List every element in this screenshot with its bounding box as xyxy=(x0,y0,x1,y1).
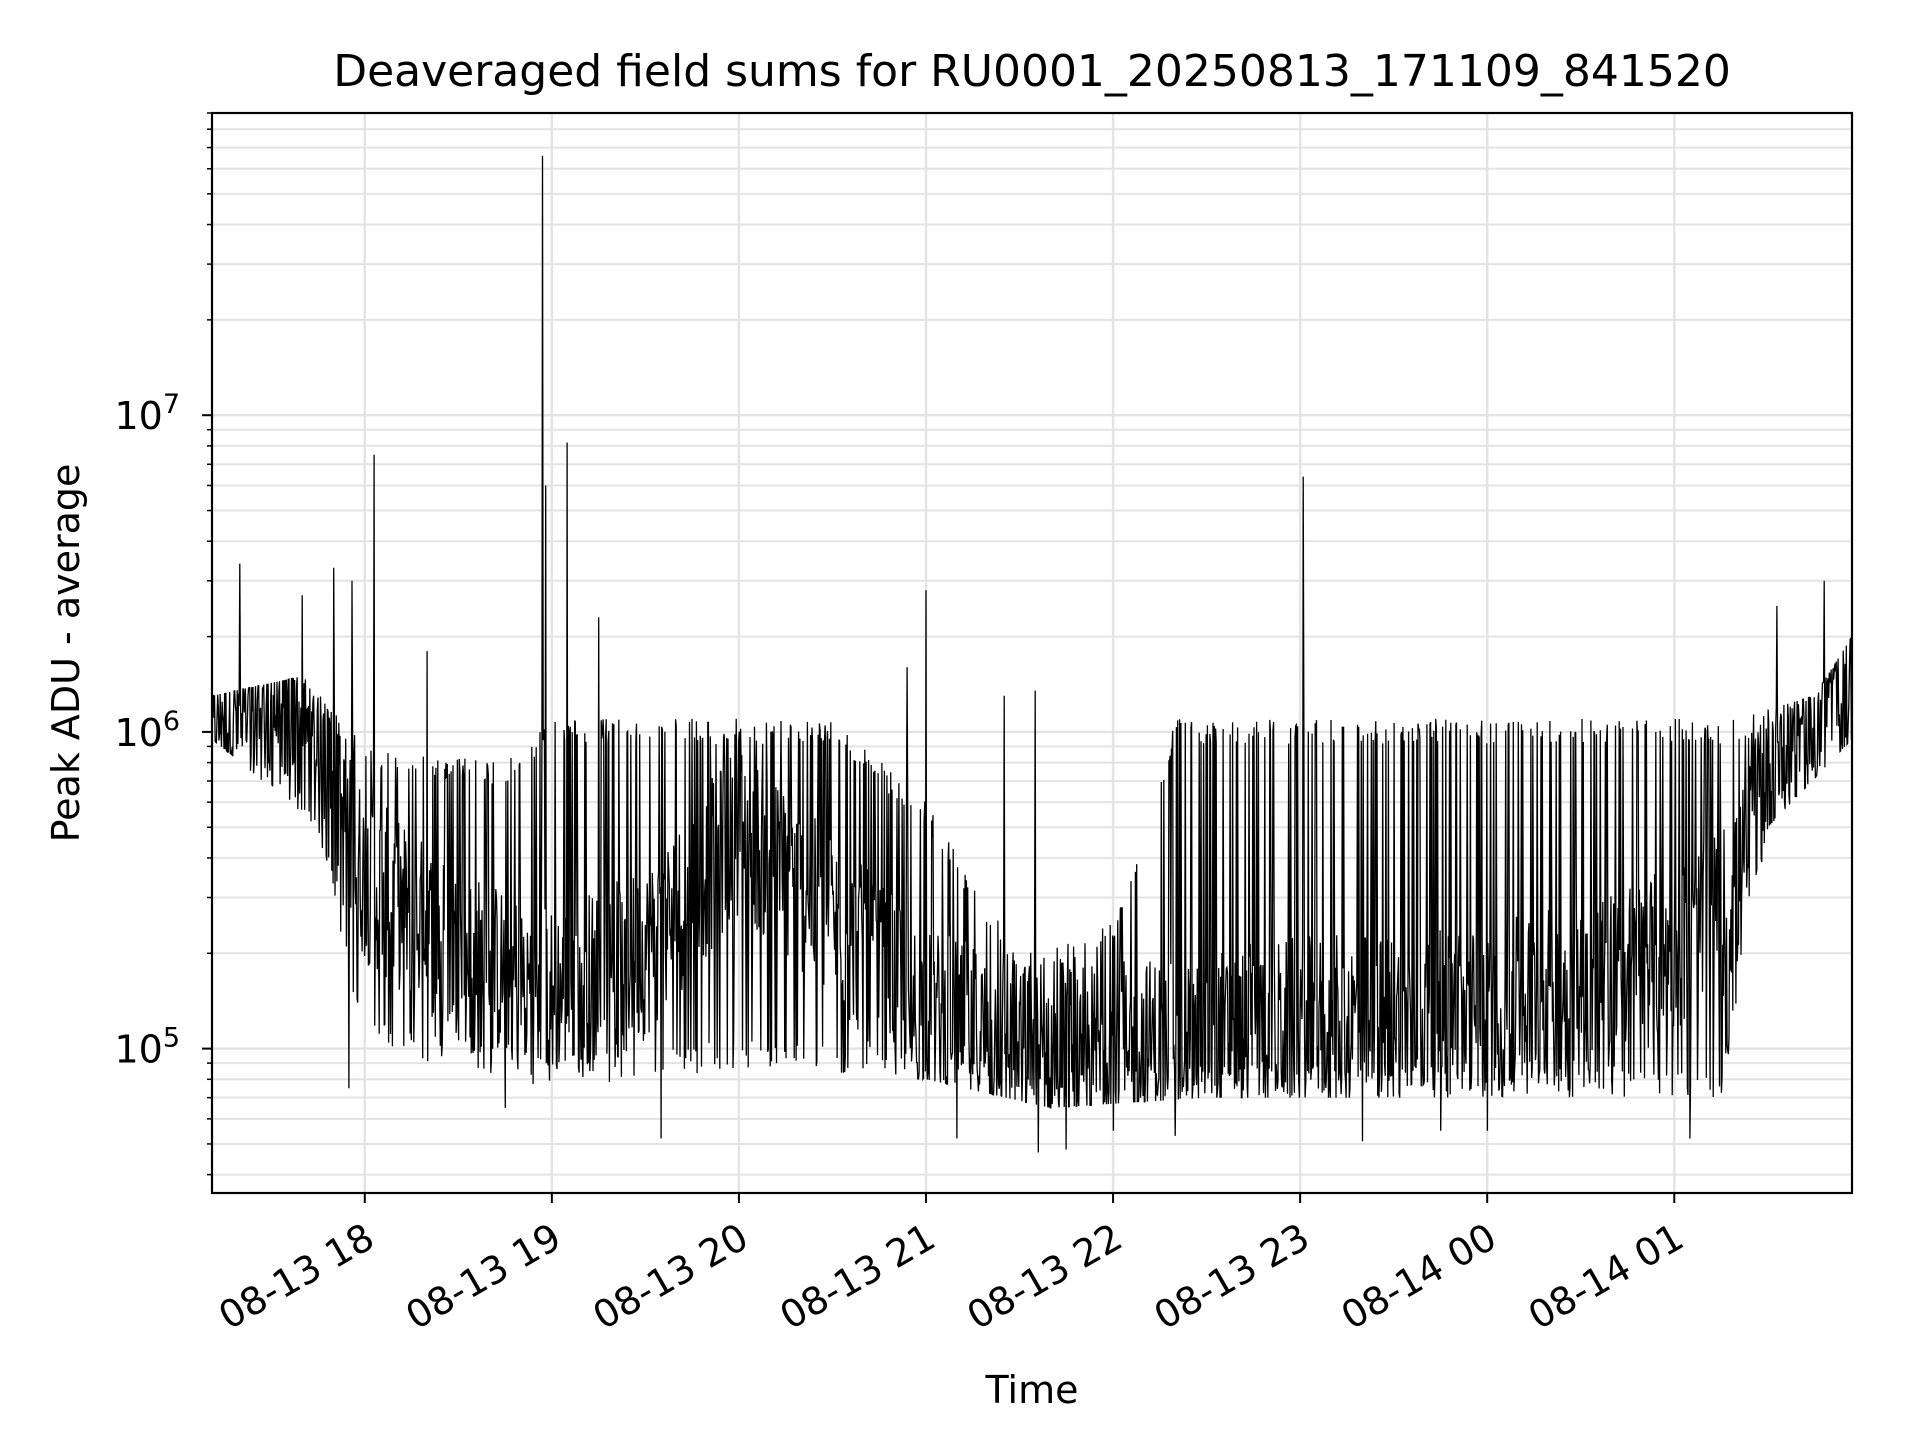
chart-title: Deaveraged field sums for RU0001_2025081… xyxy=(333,46,1731,97)
plot-area xyxy=(212,155,1852,1153)
y-tick-label: 107 xyxy=(114,389,180,438)
y-axis-label: Peak ADU - average xyxy=(44,464,88,843)
plot-frame xyxy=(210,111,1854,1195)
series-line xyxy=(212,155,1852,1153)
x-axis-label: Time xyxy=(985,1368,1079,1412)
y-tick-label: 105 xyxy=(114,1023,180,1072)
y-tick-label: 106 xyxy=(114,706,180,755)
